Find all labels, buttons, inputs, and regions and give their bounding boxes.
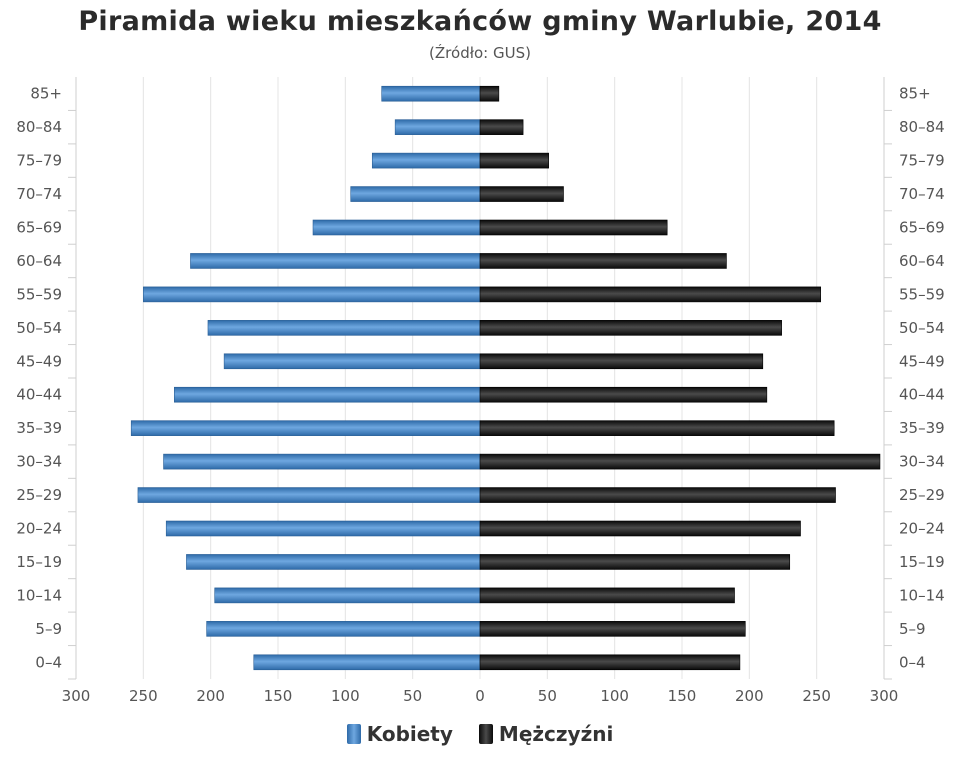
x-tick-label: 250 [129,687,158,705]
x-tick-label: 200 [735,687,764,705]
bar-men [479,119,524,135]
x-tick-label: 200 [196,687,225,705]
y-tick-label-left: 60–64 [16,252,62,270]
bar-men [479,253,727,269]
y-tick-label-left: 65–69 [16,219,62,237]
y-tick-label-right: 5–9 [899,620,926,638]
y-tick-label-right: 40–44 [899,386,945,404]
x-tick-label: 300 [62,687,91,705]
y-tick-label-left: 50–54 [16,319,62,337]
y-tick-label-right: 35–39 [899,419,945,437]
y-tick-label-right: 80–84 [899,118,945,136]
legend-item-men[interactable]: Mężczyźni [478,722,614,746]
bar-men [479,520,801,537]
bar-men [479,186,564,202]
y-tick-label-right: 45–49 [899,352,945,370]
x-tick-label: 250 [802,687,831,705]
y-tick-label-right: 75–79 [899,152,945,170]
x-tick-label: 50 [538,687,557,705]
y-tick-label-left: 25–29 [16,486,62,504]
bar-men [479,219,668,236]
x-tick-label: 300 [870,687,899,705]
bar-women [223,353,481,370]
y-tick-label-left: 70–74 [16,185,62,203]
y-tick-label-right: 55–59 [899,285,945,303]
bar-men [479,386,768,403]
bar-women [163,453,481,470]
bar-men [479,654,741,671]
bar-men [479,320,782,336]
y-tick-label-left: 15–19 [16,553,62,571]
x-tick-label: 50 [403,687,422,705]
bar-men [479,554,791,570]
bar-women [137,487,481,503]
bar-women [186,554,481,570]
bar-women [350,186,481,202]
y-tick-label-left: 75–79 [16,152,62,170]
bar-women [394,119,481,135]
y-tick-label-left: 55–59 [16,285,62,303]
y-tick-label-left: 45–49 [16,352,62,370]
y-tick-label-right: 70–74 [899,185,945,203]
bar-men [479,286,822,303]
bar-women [214,587,481,604]
bar-men [479,353,764,370]
y-tick-label-left: 80–84 [16,118,62,136]
y-tick-label-left: 20–24 [16,520,62,538]
y-tick-label-right: 65–69 [899,219,945,237]
bar-men [479,587,735,604]
chart-legend: Kobiety Mężczyźni [0,722,960,746]
y-tick-label-left: 30–34 [16,453,62,471]
bar-women [143,286,481,303]
y-tick-label-right: 60–64 [899,252,945,270]
bar-women [130,420,481,436]
y-tick-label-right: 50–54 [899,319,945,337]
bar-women [207,320,481,336]
bar-women [190,253,481,269]
y-tick-label-right: 0–4 [899,653,926,671]
bar-men [479,453,881,470]
bar-men [479,621,746,637]
y-tick-label-left: 40–44 [16,386,62,404]
y-tick-label-right: 15–19 [899,553,945,571]
y-tick-label-left: 0–4 [35,653,62,671]
bar-women [165,520,481,537]
y-tick-label-left: 10–14 [16,586,62,604]
y-tick-label-left: 5–9 [35,620,62,638]
bar-women [253,654,481,671]
bar-women [381,85,481,102]
x-tick-label: 150 [668,687,697,705]
x-tick-label: 0 [475,687,485,705]
bar-women [312,219,481,236]
y-tick-label-right: 25–29 [899,486,945,504]
chart-subtitle: (Źródło: GUS) [429,44,531,62]
legend-swatch-men [478,724,493,744]
y-tick-label-right: 85+ [899,85,931,103]
y-tick-label-left: 35–39 [16,419,62,437]
y-tick-label-left: 85+ [30,85,62,103]
x-tick-label: 150 [264,687,293,705]
bar-men [479,85,500,102]
legend-item-women[interactable]: Kobiety [346,722,453,746]
x-tick-label: 100 [331,687,360,705]
y-tick-label-right: 20–24 [899,520,945,538]
chart-title: Piramida wieku mieszkańców gminy Warlubi… [78,6,882,37]
bar-men [479,420,835,436]
y-tick-label-right: 10–14 [899,586,945,604]
bar-women [206,621,481,637]
legend-swatch-women [346,724,361,744]
legend-label-men: Mężczyźni [498,722,614,746]
bar-women [371,152,481,169]
y-tick-label-right: 30–34 [899,453,945,471]
bar-men [479,487,836,503]
x-tick-label: 100 [600,687,629,705]
legend-label-women: Kobiety [366,722,453,746]
bar-men [479,152,549,169]
bar-women [174,386,481,403]
